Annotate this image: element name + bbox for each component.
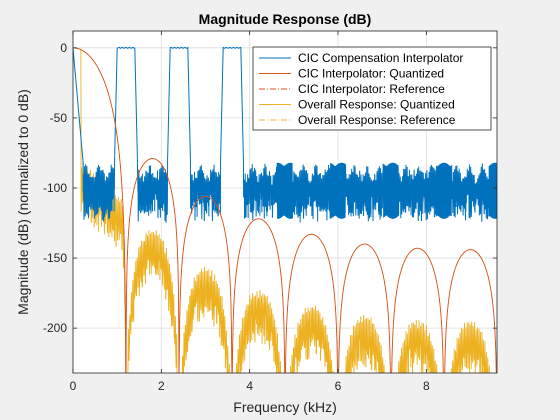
x-tick-label: 2 — [158, 379, 165, 393]
y-axis-label: Magnitude (dB) (normalized to 0 dB) — [15, 89, 31, 315]
axes-box — [72, 30, 498, 374]
chart-title: Magnitude Response (dB) — [199, 11, 372, 27]
y-tick-label: -100 — [43, 181, 67, 195]
y-tick-label: -150 — [43, 251, 67, 265]
legend-entry-label: Overall Response: Reference — [298, 113, 456, 127]
legend-entry-label: CIC Interpolator: Reference — [298, 82, 445, 96]
tick-layer: 0 2 4 6 8 0 -50 -100 -150 -200 — [43, 31, 497, 393]
x-tick-label: 4 — [246, 379, 253, 393]
y-tick-label: 0 — [60, 41, 67, 55]
legend-entry-label: CIC Compensation Interpolator — [298, 51, 463, 65]
y-tick-label: -50 — [50, 111, 68, 125]
series-cic-compensation-interpolator — [73, 46, 497, 223]
x-tick-label: 8 — [423, 379, 430, 393]
series-overall-response-reference — [73, 47, 490, 373]
legend-entry-label: CIC Interpolator: Quantized — [298, 67, 444, 81]
data-layer — [73, 46, 497, 373]
legend-entry-label: Overall Response: Quantized — [298, 98, 455, 112]
x-tick-label: 0 — [70, 379, 77, 393]
x-axis-label: Frequency (kHz) — [233, 399, 336, 415]
x-tick-label: 6 — [335, 379, 342, 393]
y-tick-label: -200 — [43, 321, 67, 335]
legend-box — [252, 46, 492, 131]
series-cic-interpolator-reference — [73, 47, 497, 373]
legend: CIC Compensation Interpolator CIC Interpo… — [252, 46, 492, 131]
